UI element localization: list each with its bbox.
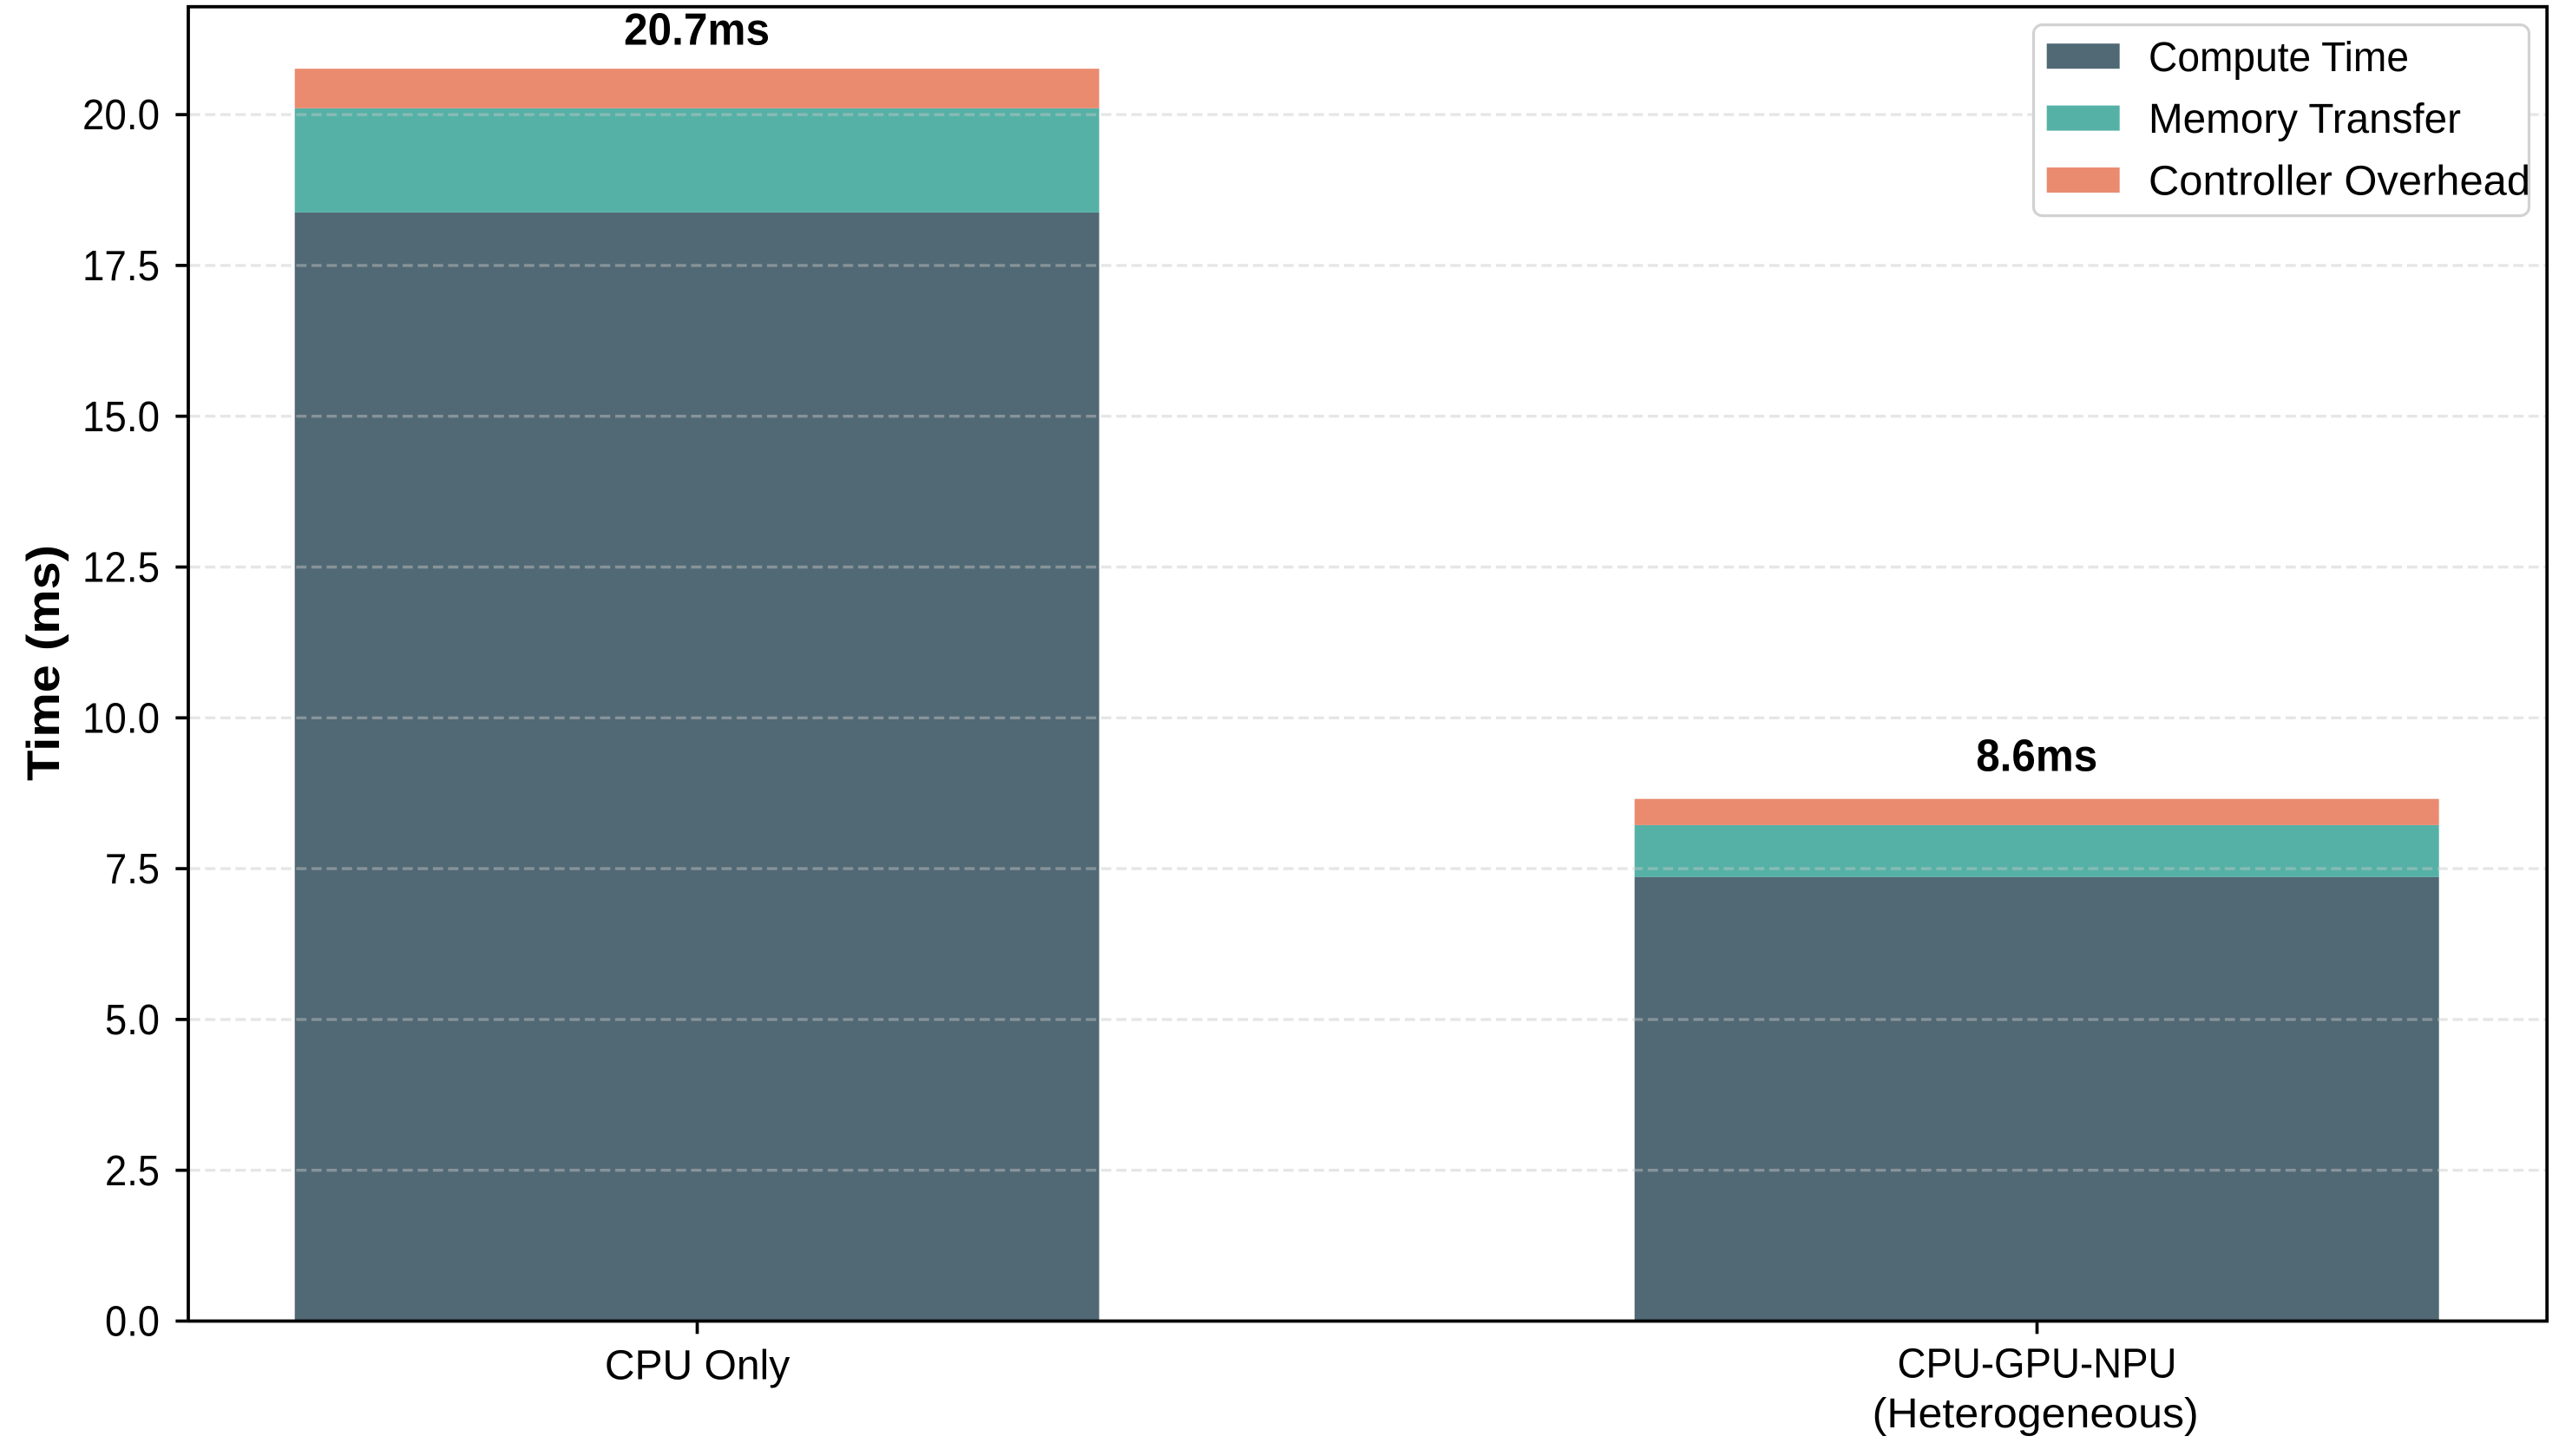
svg-text:5.0: 5.0 bbox=[105, 997, 160, 1044]
svg-text:2.5: 2.5 bbox=[105, 1148, 160, 1195]
svg-text:12.5: 12.5 bbox=[82, 545, 160, 592]
svg-text:17.5: 17.5 bbox=[82, 243, 160, 290]
svg-text:10.0: 10.0 bbox=[82, 695, 160, 742]
svg-text:8.6ms: 8.6ms bbox=[1976, 731, 2097, 781]
svg-text:(Heterogeneous): (Heterogeneous) bbox=[1873, 1391, 2199, 1437]
svg-text:Compute Time: Compute Time bbox=[2149, 35, 2409, 81]
svg-text:Time (ms): Time (ms) bbox=[18, 545, 69, 781]
svg-text:7.5: 7.5 bbox=[105, 846, 160, 893]
svg-text:Memory Transfer: Memory Transfer bbox=[2149, 96, 2461, 142]
svg-text:20.7ms: 20.7ms bbox=[624, 4, 770, 55]
svg-text:15.0: 15.0 bbox=[82, 394, 160, 441]
svg-text:0.0: 0.0 bbox=[105, 1299, 160, 1346]
svg-text:CPU Only: CPU Only bbox=[605, 1343, 790, 1389]
svg-text:Controller Overhead: Controller Overhead bbox=[2149, 159, 2530, 205]
svg-text:CPU-GPU-NPU: CPU-GPU-NPU bbox=[1898, 1341, 2177, 1387]
svg-text:20.0: 20.0 bbox=[82, 92, 160, 139]
